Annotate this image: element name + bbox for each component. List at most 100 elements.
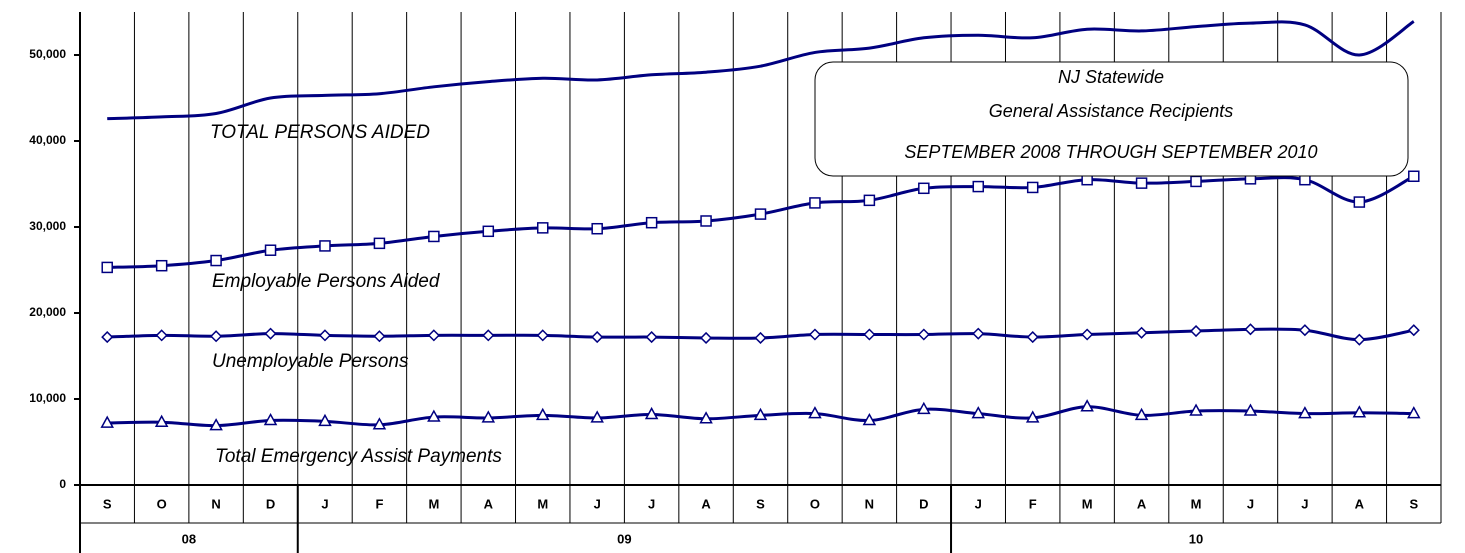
x-tick-label: J <box>975 496 982 511</box>
x-tick-label: F <box>1029 496 1037 511</box>
series-label: TOTAL PERSONS AIDED <box>210 122 430 143</box>
marker <box>535 407 550 421</box>
marker <box>1408 170 1420 183</box>
marker <box>971 406 986 419</box>
marker <box>319 240 331 252</box>
marker <box>753 407 768 421</box>
x-tick-label: M <box>428 496 439 511</box>
marker <box>754 331 767 345</box>
x-tick-label: O <box>810 496 820 511</box>
x-tick-label: A <box>484 496 494 511</box>
marker <box>373 330 386 343</box>
marker <box>428 230 440 243</box>
title-line: NJ Statewide <box>1058 67 1164 87</box>
marker <box>700 215 712 227</box>
marker <box>1353 196 1366 208</box>
marker <box>918 182 930 195</box>
marker <box>917 328 930 341</box>
marker <box>1407 324 1420 337</box>
marker <box>318 413 332 427</box>
x-tick-label: J <box>648 496 655 511</box>
marker <box>209 418 223 431</box>
x-tick-label: N <box>865 496 874 511</box>
marker <box>1298 406 1312 419</box>
marker <box>1189 403 1203 416</box>
x-tick-label: S <box>756 496 765 511</box>
series-line <box>107 20 1415 121</box>
marker <box>1243 403 1258 416</box>
marker <box>808 406 822 419</box>
x-tick-label: J <box>1301 496 1308 511</box>
x-tick-label: J <box>1247 496 1254 511</box>
series-line <box>107 174 1415 269</box>
marker <box>100 415 114 428</box>
y-tick-label: 40,000 <box>29 133 66 147</box>
marker <box>645 331 658 344</box>
marker <box>536 222 549 234</box>
marker <box>1244 323 1257 336</box>
marker <box>917 401 931 415</box>
x-tick-label: M <box>1191 496 1202 511</box>
marker <box>482 225 495 238</box>
x-tick-label: J <box>321 496 328 511</box>
marker <box>1135 326 1148 339</box>
marker <box>591 222 603 235</box>
x-tick-label: A <box>1355 496 1365 511</box>
marker <box>808 328 822 341</box>
marker <box>372 417 387 430</box>
marker <box>1134 407 1149 421</box>
title-frame <box>814 61 1409 177</box>
marker <box>1026 181 1039 194</box>
x-tick-label: M <box>537 496 548 511</box>
marker <box>264 244 277 256</box>
marker <box>1189 324 1203 338</box>
year-label: 08 <box>182 531 196 546</box>
title-line: General Assistance Recipients <box>989 101 1233 121</box>
marker <box>373 237 386 250</box>
y-tick-label: 10,000 <box>29 391 66 405</box>
title-box: NJ Statewide General Assistance Recipien… <box>814 61 1409 177</box>
marker <box>264 327 277 340</box>
marker <box>1190 175 1202 188</box>
year-label: 09 <box>617 531 631 546</box>
marker <box>590 410 604 423</box>
series-label: Employable Persons Aided <box>212 271 441 292</box>
marker <box>427 409 441 422</box>
x-tick-label: M <box>1082 496 1093 511</box>
marker <box>155 259 168 272</box>
marker <box>1352 405 1367 418</box>
marker <box>154 414 169 427</box>
title-line: SEPTEMBER 2008 THROUGH SEPTEMBER 2010 <box>904 142 1317 162</box>
marker <box>862 412 877 426</box>
marker <box>155 329 168 342</box>
marker <box>482 329 495 342</box>
x-tick-label: D <box>919 496 928 511</box>
marker <box>1080 399 1094 412</box>
marker <box>1407 406 1421 419</box>
x-tick-label: S <box>1409 496 1418 511</box>
marker <box>591 331 604 344</box>
marker <box>1298 324 1311 337</box>
series-label: Total Emergency Assist Payments <box>215 446 502 467</box>
marker <box>210 330 223 343</box>
x-tick-label: A <box>701 496 711 511</box>
x-tick-label: F <box>375 496 383 511</box>
marker <box>972 180 985 193</box>
y-tick-label: 0 <box>59 477 66 491</box>
marker <box>101 261 113 274</box>
year-label: 10 <box>1189 531 1203 546</box>
marker <box>754 208 767 220</box>
marker <box>863 328 876 341</box>
marker <box>644 406 659 420</box>
marker <box>536 329 549 342</box>
y-tick-label: 30,000 <box>29 219 66 233</box>
marker <box>645 216 658 229</box>
marker <box>972 327 985 340</box>
marker <box>263 412 278 426</box>
x-tick-label: S <box>103 496 112 511</box>
marker <box>1135 177 1148 189</box>
marker <box>863 194 876 207</box>
marker <box>699 411 713 424</box>
y-tick-label: 20,000 <box>29 305 66 319</box>
